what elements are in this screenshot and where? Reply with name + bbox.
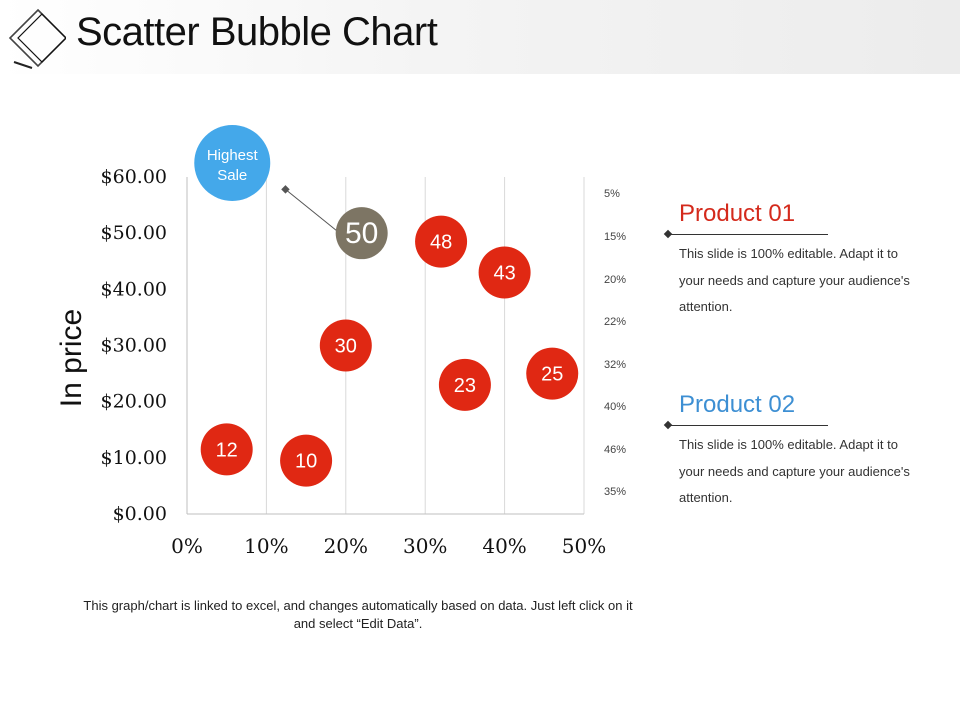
product-01-title: Product 01 xyxy=(679,200,796,227)
percent-item: 40% xyxy=(604,401,627,413)
product-02-description: This slide is 100% editable. Adapt it to… xyxy=(679,437,910,505)
bubble xyxy=(319,319,372,372)
percent-item: 15% xyxy=(604,231,627,243)
percent-item: 32% xyxy=(604,359,627,371)
header-bar: Scatter Bubble Chart xyxy=(0,0,960,74)
highlight-label: Sale xyxy=(217,167,247,184)
product-02-title: Product 02 xyxy=(679,391,796,418)
y-tick-label: $40.00 xyxy=(101,278,167,300)
product-01-description: This slide is 100% editable. Adapt it to… xyxy=(679,246,910,314)
x-tick-label: 0% xyxy=(171,534,203,558)
bubble-label: 23 xyxy=(454,375,476,397)
percent-item: 35% xyxy=(604,486,627,498)
y-tick-label: $30.00 xyxy=(101,335,167,357)
bubble xyxy=(200,423,253,476)
percent-item: 5% xyxy=(604,188,620,200)
chart-footnote: This graph/chart is linked to excel, and… xyxy=(83,598,633,631)
bubble-label: 50 xyxy=(345,217,378,250)
y-tick-label: $60.00 xyxy=(101,166,167,188)
y-tick-label: $10.00 xyxy=(101,447,167,469)
pointer-line xyxy=(285,188,340,234)
y-tick-label: $0.00 xyxy=(113,503,167,525)
x-tick-label: 50% xyxy=(562,534,606,558)
x-tick-label: 10% xyxy=(244,534,288,558)
percent-item: 46% xyxy=(604,444,627,456)
bubble-label: 12 xyxy=(216,439,238,461)
bubble xyxy=(478,246,531,299)
product-01-divider xyxy=(668,234,828,235)
x-tick-label: 20% xyxy=(324,534,368,558)
bubble-label: 25 xyxy=(541,364,563,386)
percent-item: 22% xyxy=(604,316,627,328)
product-02-block: Product 02 This slide is 100% editable. … xyxy=(668,391,928,512)
bubble xyxy=(526,347,579,400)
y-tick-label: $20.00 xyxy=(101,391,167,413)
product-01-block: Product 01 This slide is 100% editable. … xyxy=(668,200,928,321)
bubble-label: 10 xyxy=(295,451,317,473)
product-02-divider xyxy=(668,425,828,426)
highlight-label: Highest xyxy=(207,147,259,164)
x-tick-label: 40% xyxy=(482,534,526,558)
pointer-marker xyxy=(281,185,290,194)
x-tick-label: 30% xyxy=(403,534,447,558)
percent-item: 20% xyxy=(604,274,627,286)
bubble-label: 48 xyxy=(430,232,452,254)
bubble xyxy=(415,215,468,268)
highlight-bubble xyxy=(194,124,271,201)
bubble-label: 30 xyxy=(335,336,357,358)
bubble xyxy=(438,358,491,411)
diamond-logo-icon xyxy=(8,8,66,69)
bubble xyxy=(335,207,388,260)
bubble-label: 43 xyxy=(493,262,515,284)
page-title: Scatter Bubble Chart xyxy=(76,10,438,54)
y-tick-label: $50.00 xyxy=(101,222,167,244)
bubble xyxy=(280,434,333,487)
y-axis-title: In price xyxy=(55,309,88,407)
